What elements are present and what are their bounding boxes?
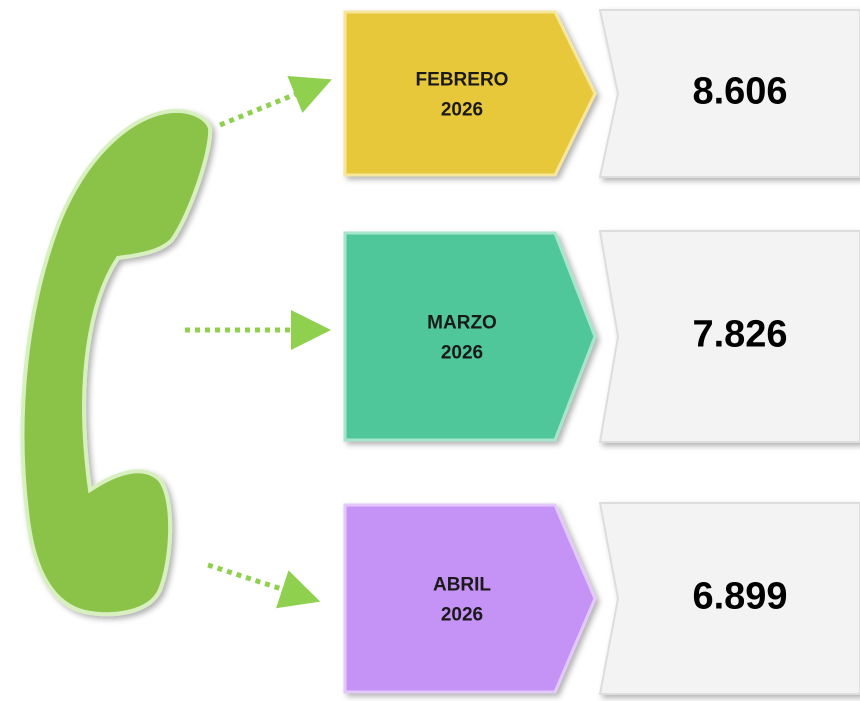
month-label: ABRIL xyxy=(433,575,491,596)
month-label: FEBRERO xyxy=(416,70,509,91)
value-label: 8.606 xyxy=(692,71,787,113)
value-box xyxy=(598,502,860,695)
month-label: MARZO xyxy=(427,313,497,334)
arrow xyxy=(207,562,321,609)
arrow xyxy=(219,75,332,128)
month-arrow xyxy=(343,231,597,442)
value-box xyxy=(598,230,860,443)
row: FEBRERO 2026 8.606 xyxy=(343,9,860,178)
month-arrow xyxy=(343,10,597,177)
year-label: 2026 xyxy=(441,343,483,364)
dotted-arrows xyxy=(185,75,332,609)
year-label: 2026 xyxy=(441,100,483,121)
value-label: 6.899 xyxy=(692,576,787,618)
value-label: 7.826 xyxy=(692,314,787,356)
row: ABRIL 2026 6.899 xyxy=(343,502,860,695)
row: MARZO 2026 7.826 xyxy=(343,230,860,443)
phone-handset xyxy=(20,108,213,617)
value-box xyxy=(598,9,860,178)
year-label: 2026 xyxy=(441,605,483,626)
month-arrow xyxy=(343,503,597,694)
